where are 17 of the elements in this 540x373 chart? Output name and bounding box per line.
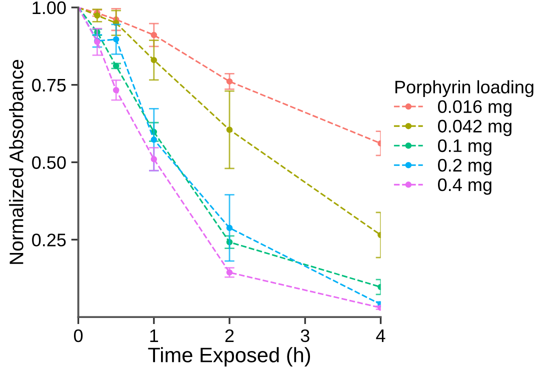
x-axis-title: Time Exposed (h) bbox=[148, 347, 310, 366]
legend-title: Porphyrin loading bbox=[395, 80, 534, 98]
legend-label: 0.2 mg bbox=[438, 158, 492, 176]
legend-label: 0.4 mg bbox=[438, 178, 492, 195]
x-tick-label: 0 bbox=[74, 329, 83, 342]
x-tick-label: 1 bbox=[150, 330, 158, 342]
x-tick-label: 3 bbox=[300, 329, 310, 342]
x-tick-label: 4 bbox=[376, 330, 386, 342]
y-tick-label: 0.25 bbox=[32, 234, 66, 246]
legend-label: 0.1 mg bbox=[438, 139, 492, 156]
y-tick-label: 0.50 bbox=[32, 156, 66, 169]
y-axis-title: Normalized Absorbance bbox=[9, 60, 24, 264]
y-tick-label: 1.00 bbox=[32, 1, 66, 14]
y-tick-label: 0.75 bbox=[32, 78, 66, 92]
legend-label: 0.042 mg bbox=[438, 120, 512, 136]
x-tick-label: 2 bbox=[225, 329, 234, 342]
legend-label: 0.016 mg bbox=[438, 100, 512, 117]
